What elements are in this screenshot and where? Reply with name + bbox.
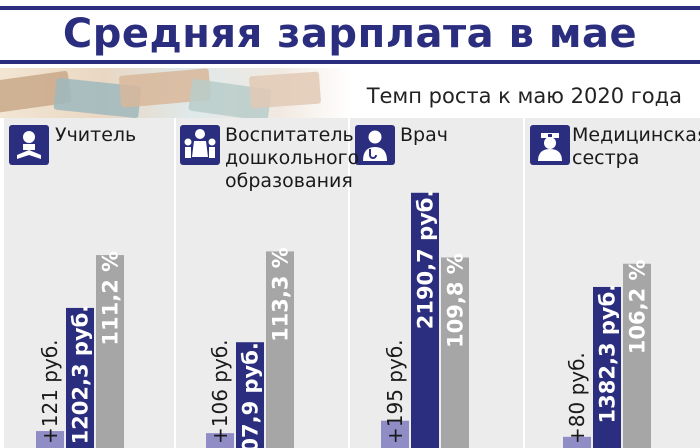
- bar-increase-1: [206, 433, 234, 448]
- title-rule-bottom: [0, 60, 700, 64]
- bar-salary-3: [593, 286, 621, 448]
- data-label-salary-1: 907,9 руб.: [238, 342, 262, 448]
- bar-salary-1: [236, 342, 264, 448]
- bar-salary-2: [411, 192, 439, 448]
- bar-growth-3: [623, 263, 651, 448]
- data-label-increase-3: +80 руб.: [565, 352, 589, 444]
- kindergarten-teacher-icon: [180, 125, 220, 165]
- data-label-increase-1: +106 руб.: [208, 339, 232, 444]
- title-rule-top: [0, 6, 700, 10]
- bar-growth-1: [266, 251, 294, 448]
- data-label-growth-1: 113,3 %: [268, 247, 292, 342]
- chart-subtitle: Темп роста к маю 2020 года: [366, 84, 682, 108]
- data-label-growth-0: 111,2 %: [98, 251, 122, 346]
- bar-increase-3: [563, 436, 591, 448]
- data-label-increase-0: +121 руб.: [38, 339, 62, 444]
- bar-increase-2: [381, 420, 409, 448]
- bar-increase-0: [36, 431, 64, 448]
- chart-title: Средняя зарплата в мае: [62, 11, 638, 57]
- category-label-nurse: Медицинская сестра: [572, 124, 700, 169]
- data-label-salary-2: 2190,7 руб.: [413, 190, 437, 330]
- category-label-teacher: Учитель: [55, 124, 137, 146]
- bar-growth-2: [441, 257, 469, 448]
- data-label-salary-3: 1382,3 руб.: [595, 284, 619, 424]
- title-bar: Средняя зарплата в мае: [0, 0, 700, 66]
- banknotes-image: [0, 68, 350, 118]
- data-label-salary-0: 1202,3 руб.: [68, 305, 92, 445]
- data-label-growth-2: 109,8 %: [443, 253, 467, 348]
- doctor-icon: [355, 125, 395, 165]
- bar-growth-0: [96, 255, 124, 448]
- data-label-increase-2: +195 руб.: [383, 339, 407, 444]
- category-label-doctor: Врач: [400, 124, 448, 146]
- teacher-icon: [9, 125, 49, 165]
- bar-salary-0: [66, 307, 94, 448]
- data-label-growth-3: 106,2 %: [625, 259, 649, 354]
- nurse-icon: [530, 125, 570, 165]
- category-label-kindergarten-teacher: Воспитатель дошкольного образования: [225, 124, 360, 192]
